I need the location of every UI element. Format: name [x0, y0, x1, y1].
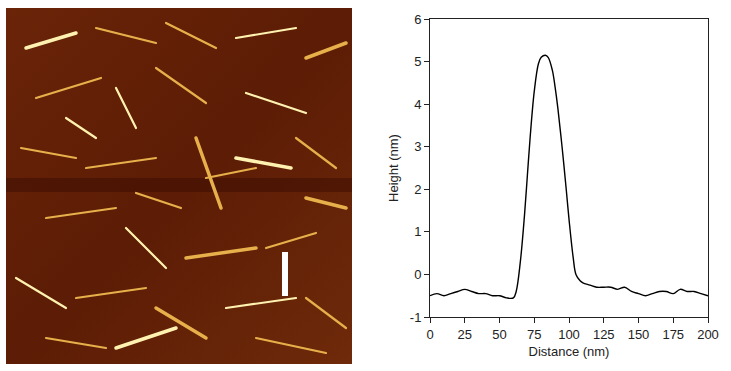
svg-text:175: 175: [662, 327, 684, 342]
svg-text:-1: -1: [410, 310, 422, 325]
svg-text:Distance (nm): Distance (nm): [529, 344, 610, 359]
svg-text:200: 200: [697, 327, 719, 342]
svg-text:0: 0: [414, 267, 421, 282]
svg-text:150: 150: [628, 327, 650, 342]
svg-text:1: 1: [414, 224, 421, 239]
svg-text:125: 125: [593, 327, 615, 342]
svg-text:50: 50: [492, 327, 506, 342]
svg-text:100: 100: [558, 327, 580, 342]
svg-text:0: 0: [426, 327, 433, 342]
svg-text:4: 4: [414, 97, 421, 112]
svg-text:75: 75: [527, 327, 541, 342]
svg-text:3: 3: [414, 139, 421, 154]
svg-text:Height (nm): Height (nm): [386, 134, 401, 202]
svg-text:2: 2: [414, 182, 421, 197]
svg-text:25: 25: [458, 327, 472, 342]
svg-text:6: 6: [414, 12, 421, 27]
svg-text:5: 5: [414, 54, 421, 69]
